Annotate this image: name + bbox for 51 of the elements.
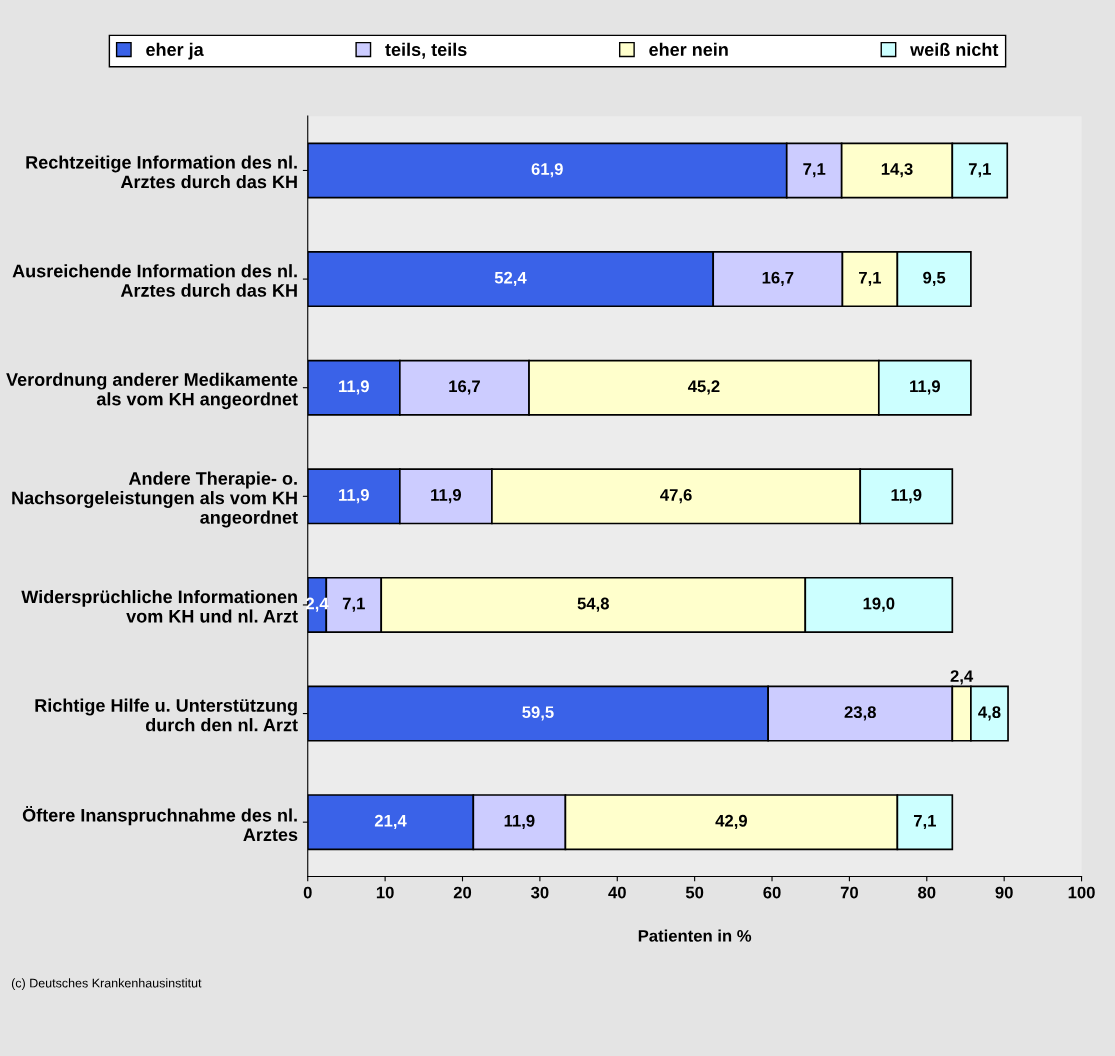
- y-tick-label: Rechtzeitige Information des nl. Arztes durch das KH: [26, 155, 297, 189]
- data-label: 7,1: [913, 815, 936, 830]
- y-tick-label: Richtige Hilfe u. Unterstützung durch den nl. Arzt: [35, 698, 298, 732]
- data-label: 11,9: [339, 488, 369, 504]
- data-label: 2,4: [950, 670, 974, 685]
- data-label: 9,5: [923, 271, 946, 286]
- data-label: 42,9: [715, 814, 747, 830]
- x-tick-label: 20: [453, 886, 472, 899]
- data-label: 47,6: [660, 488, 692, 504]
- x-tick-label: 70: [840, 886, 858, 899]
- data-label: 16,7: [762, 271, 794, 286]
- legend-label: weiß nicht: [910, 42, 999, 57]
- data-label: 23,8: [844, 706, 876, 721]
- data-label: 11,9: [891, 488, 922, 504]
- x-tick-label: 60: [763, 886, 781, 899]
- data-label: 16,7: [449, 380, 480, 395]
- x-tick-label: 80: [918, 886, 936, 899]
- legend-label: teils, teils: [385, 42, 467, 59]
- data-label: 11,9: [431, 488, 462, 504]
- y-tick-label: Andere Therapie- o. Nachsorgeleistungen als vom KH angeordnet: [12, 471, 298, 528]
- data-label: 52,4: [494, 271, 527, 286]
- data-label: 7,1: [803, 163, 826, 178]
- data-label: 11,9: [910, 380, 940, 395]
- y-tick-label: Öftere Inanspruchnahme des nl. Arztes: [22, 806, 298, 842]
- text: (c) Deutsches Krankenhausinstitut: [11, 978, 202, 990]
- data-label: 54,8: [577, 597, 609, 612]
- x-tick-label: 40: [608, 886, 626, 899]
- y-tick-label: Ausreichende Information des nl. Arztes durch das KH: [12, 264, 297, 297]
- data-label: 61,9: [531, 163, 563, 178]
- x-tick-label: 100: [1068, 886, 1095, 899]
- data-label: 7,1: [859, 271, 882, 286]
- legend-label: eher nein: [649, 42, 728, 57]
- data-label: 7,1: [968, 163, 991, 178]
- x-tick-label: 30: [531, 886, 549, 899]
- data-label: 21,4: [374, 814, 407, 830]
- y-tick-label: Widersprüchliche Informationen vom KH und nl. Arzt: [21, 589, 298, 623]
- data-label: 11,9: [504, 814, 535, 830]
- data-label: 4,8: [978, 706, 1001, 721]
- legend-label: eher ja: [146, 42, 204, 60]
- data-label: 7,1: [342, 597, 365, 612]
- data-label: 14,3: [881, 163, 913, 178]
- x-tick-label: 10: [376, 886, 394, 899]
- data-label: 19,0: [863, 597, 895, 612]
- x-axis-title: Patienten in %: [638, 929, 752, 942]
- data-label: 11,9: [339, 380, 369, 395]
- data-label: 45,2: [687, 380, 720, 395]
- x-tick-label: 90: [995, 886, 1013, 899]
- x-tick-label: 0: [303, 886, 312, 899]
- data-label: 59,5: [522, 706, 554, 721]
- x-tick-label: 50: [685, 886, 704, 899]
- y-tick-label: Verordnung anderer Medikamente als vom KH angeordnet: [6, 372, 298, 410]
